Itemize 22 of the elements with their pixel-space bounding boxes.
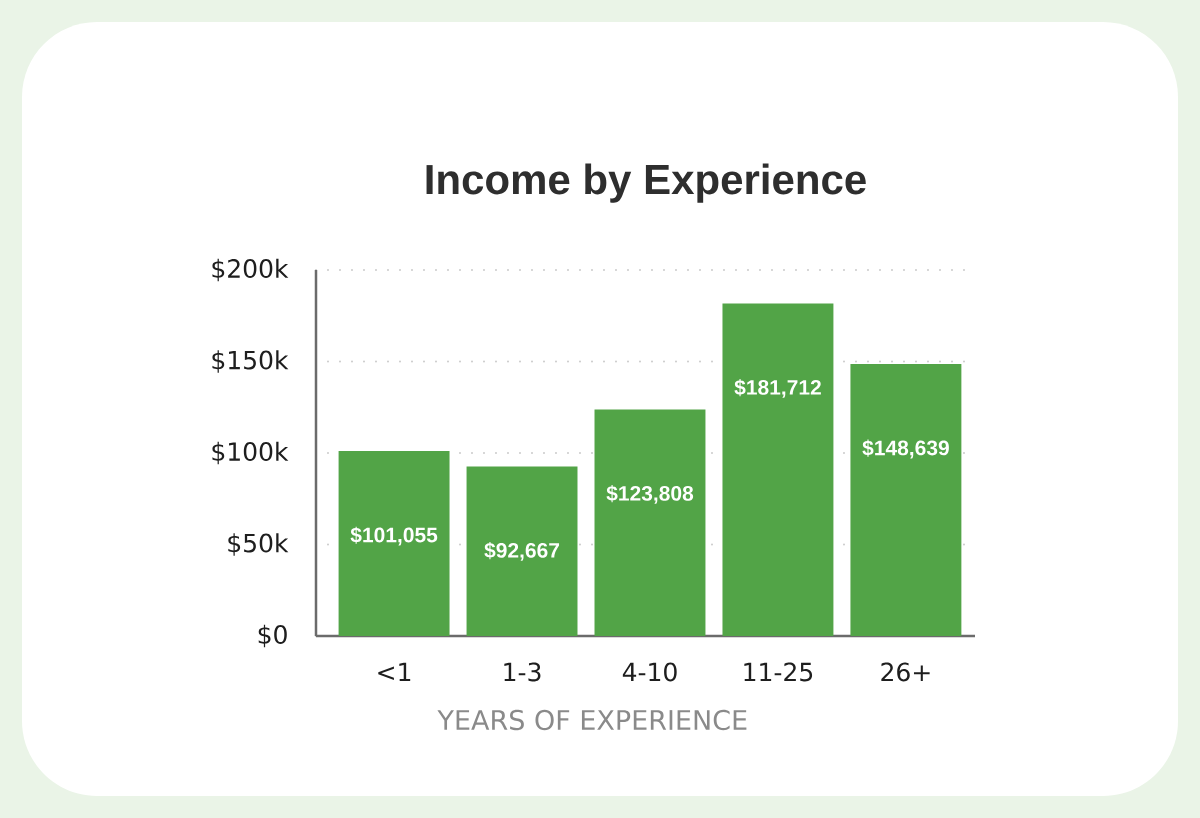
x-tick-label: 4-10 [622,662,677,682]
y-tick-label: $200k [212,258,289,282]
bar [722,303,834,636]
y-tick-label: $50k [228,533,289,556]
y-tick-label: $150k [212,350,289,373]
data-label: $181,712 [734,379,821,398]
x-tick-label: 11-25 [744,662,813,682]
bar [338,451,450,636]
data-label: $148,639 [862,439,949,459]
data-label: $92,667 [484,541,560,561]
y-tick-label: $0 [258,624,287,648]
bar [850,363,962,636]
y-tick-label: $100k [212,441,289,465]
data-label: $123,808 [606,485,694,504]
x-tick-label: <1 [378,662,411,682]
x-tick-label: 26+ [881,662,930,682]
chart-title: Income by Experience [426,163,866,203]
x-axis-title: YEARS OF EXPERIENCE [437,709,747,731]
bar [594,409,706,636]
data-label: $101,055 [350,526,438,546]
x-tick-label: 1-3 [504,662,541,682]
bar [466,466,578,636]
